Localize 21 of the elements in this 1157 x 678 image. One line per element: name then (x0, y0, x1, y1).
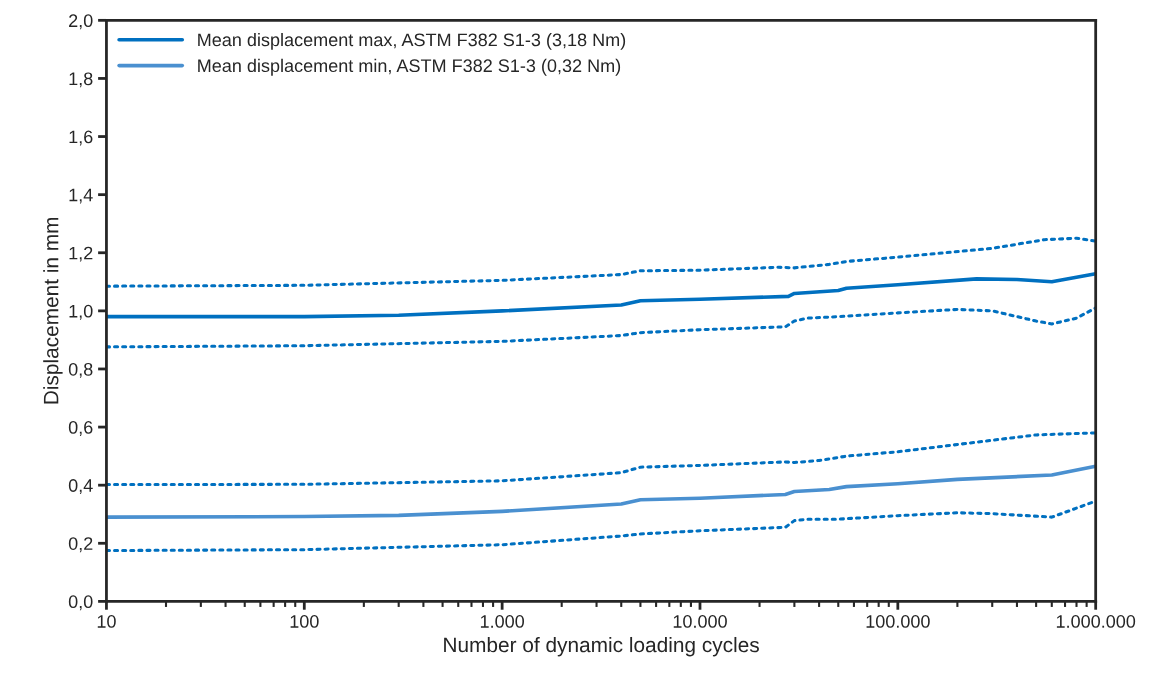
x-tick-label: 10.000 (673, 615, 727, 628)
y-axis-title: Displacement in mm (43, 217, 63, 404)
x-tick-label: 100.000 (866, 615, 930, 628)
x-tick-label: 100 (290, 615, 319, 628)
x-axis-title: Number of dynamic loading cycles (444, 636, 759, 657)
y-tick-label: 1,6 (69, 130, 93, 146)
y-tick-label: 0,0 (68, 595, 93, 611)
y-tick-label: 0,6 (68, 421, 93, 436)
x-tick-label: 1.000.000 (1056, 615, 1136, 628)
y-tick-label: 0,2 (68, 537, 93, 553)
y-tick-label: 0,8 (68, 362, 93, 378)
y-tick-label: 1,4 (69, 188, 93, 204)
y-tick-label: 2,0 (69, 14, 93, 30)
legend-label: Mean displacement min, ASTM F382 S1-3 (0,32 Nm) (198, 58, 621, 76)
y-tick-label: 1,2 (69, 246, 93, 262)
y-tick-label: 1,8 (69, 72, 93, 88)
legend-label: Mean displacement max, ASTM F382 S1-3 (3,18 Nm) (198, 32, 626, 50)
y-tick-label: 1,0 (69, 304, 93, 320)
y-tick-label: 0,4 (68, 479, 93, 495)
x-tick-label: 1.000 (480, 615, 525, 628)
x-tick-label: 10 (97, 615, 116, 628)
